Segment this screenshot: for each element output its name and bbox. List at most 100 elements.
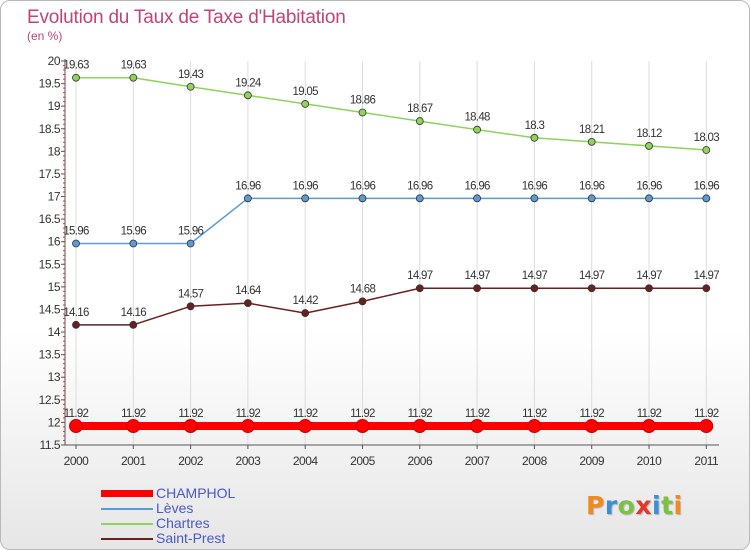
legend-label: Lèves bbox=[156, 500, 194, 516]
data-label: 18.21 bbox=[579, 124, 605, 136]
data-label: 11.92 bbox=[522, 408, 547, 420]
legend-item: Lèves bbox=[101, 501, 235, 516]
series-point bbox=[298, 419, 313, 434]
series-point bbox=[412, 419, 427, 434]
data-label: 14.57 bbox=[178, 288, 204, 300]
legend-item: Chartres bbox=[101, 516, 235, 531]
series-point bbox=[584, 419, 599, 434]
data-label: 16.96 bbox=[293, 180, 319, 192]
logo-letter: i bbox=[673, 491, 683, 520]
x-tick-label: 2006 bbox=[407, 454, 433, 468]
y-tick-label: 16 bbox=[48, 235, 61, 249]
y-tick-label: 14 bbox=[48, 325, 61, 339]
series-point bbox=[473, 125, 482, 134]
series-point bbox=[587, 137, 596, 146]
logo-letter: P bbox=[586, 491, 605, 520]
series-point bbox=[301, 309, 310, 317]
data-label: 14.42 bbox=[293, 295, 319, 307]
x-tick-label: 2007 bbox=[465, 454, 491, 468]
data-label: 11.92 bbox=[637, 408, 662, 420]
data-label: 11.92 bbox=[350, 408, 375, 420]
series-point bbox=[186, 302, 195, 311]
data-label: 18.67 bbox=[407, 103, 433, 115]
legend-label: Chartres bbox=[156, 515, 210, 531]
data-label: 15.96 bbox=[63, 226, 89, 238]
series-point bbox=[358, 297, 367, 306]
x-tick-label: 2001 bbox=[121, 454, 147, 468]
series-point bbox=[129, 320, 138, 329]
y-tick-label: 15.5 bbox=[39, 257, 61, 271]
series-line bbox=[76, 76, 707, 151]
series-point bbox=[415, 117, 424, 125]
y-tick-label: 18.5 bbox=[39, 122, 61, 136]
data-label: 11.92 bbox=[579, 408, 604, 420]
data-label: 15.96 bbox=[178, 226, 204, 238]
series-point bbox=[186, 239, 195, 248]
series-point bbox=[72, 320, 80, 329]
series-point bbox=[530, 284, 539, 293]
logo-letter: t bbox=[661, 491, 674, 520]
series-point bbox=[415, 194, 424, 203]
data-label: 16.96 bbox=[407, 180, 433, 192]
series-point bbox=[645, 194, 653, 203]
series-point bbox=[240, 419, 255, 434]
y-tick-label: 13.5 bbox=[39, 348, 61, 362]
data-label: 14.64 bbox=[235, 285, 262, 297]
series-point bbox=[183, 419, 198, 434]
data-label: 19.05 bbox=[293, 86, 319, 98]
series-point bbox=[301, 100, 310, 108]
series-point bbox=[699, 419, 714, 434]
data-label: 18.48 bbox=[464, 112, 490, 124]
data-label: 14.97 bbox=[694, 270, 720, 282]
y-tick-label: 18 bbox=[48, 144, 61, 158]
legend-swatch bbox=[101, 490, 153, 497]
legend-label: Saint-Prest bbox=[156, 530, 226, 546]
series-point bbox=[301, 194, 310, 203]
data-label: 14.68 bbox=[350, 283, 376, 295]
data-label: 16.96 bbox=[235, 180, 261, 192]
data-label: 19.63 bbox=[121, 60, 147, 72]
proxiti-logo: Proxiti bbox=[586, 491, 683, 520]
data-label: 18.86 bbox=[350, 95, 376, 107]
series-point bbox=[470, 419, 485, 434]
series-point bbox=[587, 284, 596, 293]
data-label: 14.97 bbox=[407, 270, 433, 282]
chart-title: Evolution du Taux de Taxe d'Habitation bbox=[27, 7, 346, 28]
series-point bbox=[530, 133, 539, 142]
data-label: 16.96 bbox=[579, 180, 605, 192]
data-label: 14.16 bbox=[121, 307, 147, 319]
data-label: 11.92 bbox=[236, 408, 261, 420]
legend-label: CHAMPHOL bbox=[156, 485, 236, 501]
series-point bbox=[702, 194, 711, 203]
data-label: 15.96 bbox=[121, 226, 147, 238]
series-point bbox=[415, 284, 424, 293]
x-tick-label: 2010 bbox=[637, 454, 663, 468]
series-point bbox=[358, 108, 367, 117]
data-label: 18.03 bbox=[694, 132, 720, 144]
data-label: 18.12 bbox=[636, 128, 662, 140]
x-tick-label: 2005 bbox=[350, 454, 376, 468]
data-label: 14.16 bbox=[63, 307, 89, 319]
data-label: 11.92 bbox=[178, 408, 203, 420]
data-label: 19.24 bbox=[235, 77, 262, 89]
chart-unit-label: (en %) bbox=[27, 29, 63, 43]
data-label: 14.97 bbox=[636, 270, 662, 282]
y-tick-label: 14.5 bbox=[39, 302, 61, 316]
y-tick-label: 15 bbox=[48, 280, 61, 294]
series-point bbox=[72, 73, 80, 82]
series-point bbox=[527, 419, 542, 434]
series-point bbox=[587, 194, 596, 203]
series-point bbox=[243, 299, 252, 308]
data-label: 18.3 bbox=[525, 120, 545, 132]
logo-letter: x bbox=[635, 491, 652, 520]
data-label: 14.97 bbox=[464, 270, 490, 282]
data-label: 16.96 bbox=[636, 180, 662, 192]
x-tick-label: 2011 bbox=[694, 454, 719, 468]
x-tick-label: 2004 bbox=[293, 454, 319, 468]
series-line bbox=[76, 287, 707, 326]
y-tick-label: 11.5 bbox=[40, 438, 61, 452]
series-point bbox=[645, 284, 653, 293]
series-point bbox=[129, 239, 138, 248]
